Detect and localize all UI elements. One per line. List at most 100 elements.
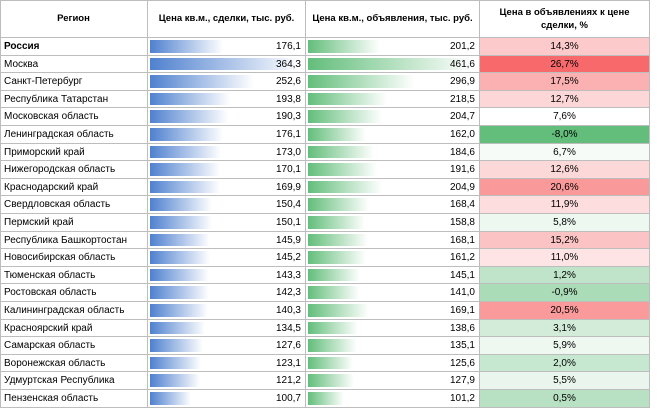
ratio-text: 6,7% — [553, 146, 576, 158]
region-text: Москва — [4, 58, 39, 70]
region-text: Московская область — [4, 111, 99, 123]
data-bar — [150, 392, 192, 405]
ratio-cell: 15,2% — [480, 231, 650, 250]
value-text: 204,9 — [449, 181, 475, 193]
region-text: Красноярский край — [4, 322, 93, 334]
value-text: 461,6 — [449, 58, 475, 70]
value-text: 168,4 — [449, 199, 475, 211]
data-bar — [150, 321, 206, 335]
value-text: 184,6 — [449, 146, 475, 158]
listing-cell: 218,5 — [306, 90, 480, 109]
data-bar — [308, 339, 357, 352]
deal-cell: 176,1 — [148, 38, 306, 56]
data-bar — [308, 163, 377, 176]
value-text: 191,6 — [449, 164, 475, 176]
value-text: 145,1 — [449, 269, 475, 281]
region-cell: Москва — [0, 55, 148, 74]
ratio-cell: -0,9% — [480, 284, 650, 302]
deal-cell: 142,3 — [148, 284, 306, 302]
listing-cell: 127,9 — [306, 372, 480, 390]
listing-cell: 168,1 — [306, 231, 480, 250]
ratio-text: -0,9% — [551, 287, 578, 299]
deal-cell: 145,2 — [148, 249, 306, 267]
ratio-cell: 1,2% — [480, 266, 650, 285]
value-text: 193,8 — [275, 93, 301, 105]
region-cell: Красноярский край — [0, 319, 148, 338]
data-bar — [150, 198, 212, 211]
ratio-cell: 5,5% — [480, 372, 650, 390]
data-bar — [150, 251, 210, 264]
ratio-text: 0,5% — [553, 393, 576, 404]
value-text: 218,5 — [449, 93, 475, 105]
ratio-fill — [480, 38, 649, 55]
region-cell: Новосибирская область — [0, 249, 148, 267]
ratio-fill — [480, 90, 649, 108]
region-text: Ленинградская область — [4, 129, 114, 140]
region-text: Краснодарский край — [4, 181, 99, 193]
ratio-text: 12,7% — [550, 93, 579, 105]
data-bar — [150, 233, 211, 247]
region-cell: Приморский край — [0, 143, 148, 162]
ratio-fill — [480, 196, 649, 213]
ratio-fill — [480, 302, 649, 319]
value-text: 140,3 — [275, 305, 301, 316]
ratio-cell: 12,6% — [480, 161, 650, 179]
value-text: 145,2 — [275, 252, 301, 264]
deal-cell: 364,3 — [148, 55, 306, 74]
listing-cell: 168,4 — [306, 196, 480, 214]
data-bar — [150, 286, 209, 299]
deal-cell: 173,0 — [148, 143, 306, 162]
value-text: 142,3 — [275, 287, 301, 299]
listing-cell: 461,6 — [306, 55, 480, 74]
data-bar — [308, 180, 382, 194]
region-cell: Свердловская область — [0, 196, 148, 214]
ratio-cell: 3,1% — [480, 319, 650, 338]
value-text: 201,2 — [449, 41, 475, 52]
region-cell: Московская область — [0, 108, 148, 126]
deal-cell: 121,2 — [148, 372, 306, 390]
data-bar — [308, 75, 415, 88]
region-cell: Пензенская область — [0, 390, 148, 408]
data-bar — [308, 198, 369, 211]
ratio-fill — [480, 178, 649, 196]
value-text: 141,0 — [449, 287, 475, 299]
region-text: Республика Башкортостан — [4, 234, 128, 246]
data-bar — [150, 339, 203, 352]
ratio-fill — [480, 161, 649, 178]
deal-cell: 140,3 — [148, 302, 306, 320]
value-text: 145,9 — [275, 234, 301, 246]
listing-cell: 145,1 — [306, 266, 480, 285]
data-bar — [150, 110, 229, 123]
deal-cell: 127,6 — [148, 337, 306, 355]
ratio-fill — [480, 249, 649, 266]
data-bar — [308, 268, 361, 282]
deal-cell: 176,1 — [148, 126, 306, 144]
data-bar — [308, 233, 369, 247]
region-cell: Самарская область — [0, 337, 148, 355]
ratio-fill — [480, 214, 649, 231]
ratio-fill — [480, 372, 649, 389]
value-text: 138,6 — [449, 322, 475, 334]
listing-cell: 191,6 — [306, 161, 480, 179]
region-cell: Республика Татарстан — [0, 90, 148, 109]
deal-cell: 134,5 — [148, 319, 306, 338]
listing-cell: 162,0 — [306, 126, 480, 144]
region-text: Санкт-Петербург — [4, 76, 83, 88]
value-text: 252,6 — [275, 76, 301, 88]
ratio-text: 26,7% — [550, 58, 579, 70]
ratio-text: -8,0% — [551, 129, 578, 140]
data-bar — [150, 57, 300, 71]
listing-cell: 141,0 — [306, 284, 480, 302]
value-text: 150,1 — [275, 217, 301, 228]
value-text: 123,1 — [275, 357, 301, 369]
deal-cell: 143,3 — [148, 266, 306, 285]
region-cell: Россия — [0, 38, 148, 56]
region-text: Калининградская область — [4, 305, 125, 316]
data-bar — [150, 40, 223, 53]
value-text: 162,0 — [449, 129, 475, 140]
region-cell: Краснодарский край — [0, 178, 148, 197]
data-bar — [308, 128, 367, 141]
ratio-cell: 7,6% — [480, 108, 650, 126]
value-text: 101,2 — [449, 393, 475, 404]
ratio-text: 12,6% — [550, 164, 579, 176]
